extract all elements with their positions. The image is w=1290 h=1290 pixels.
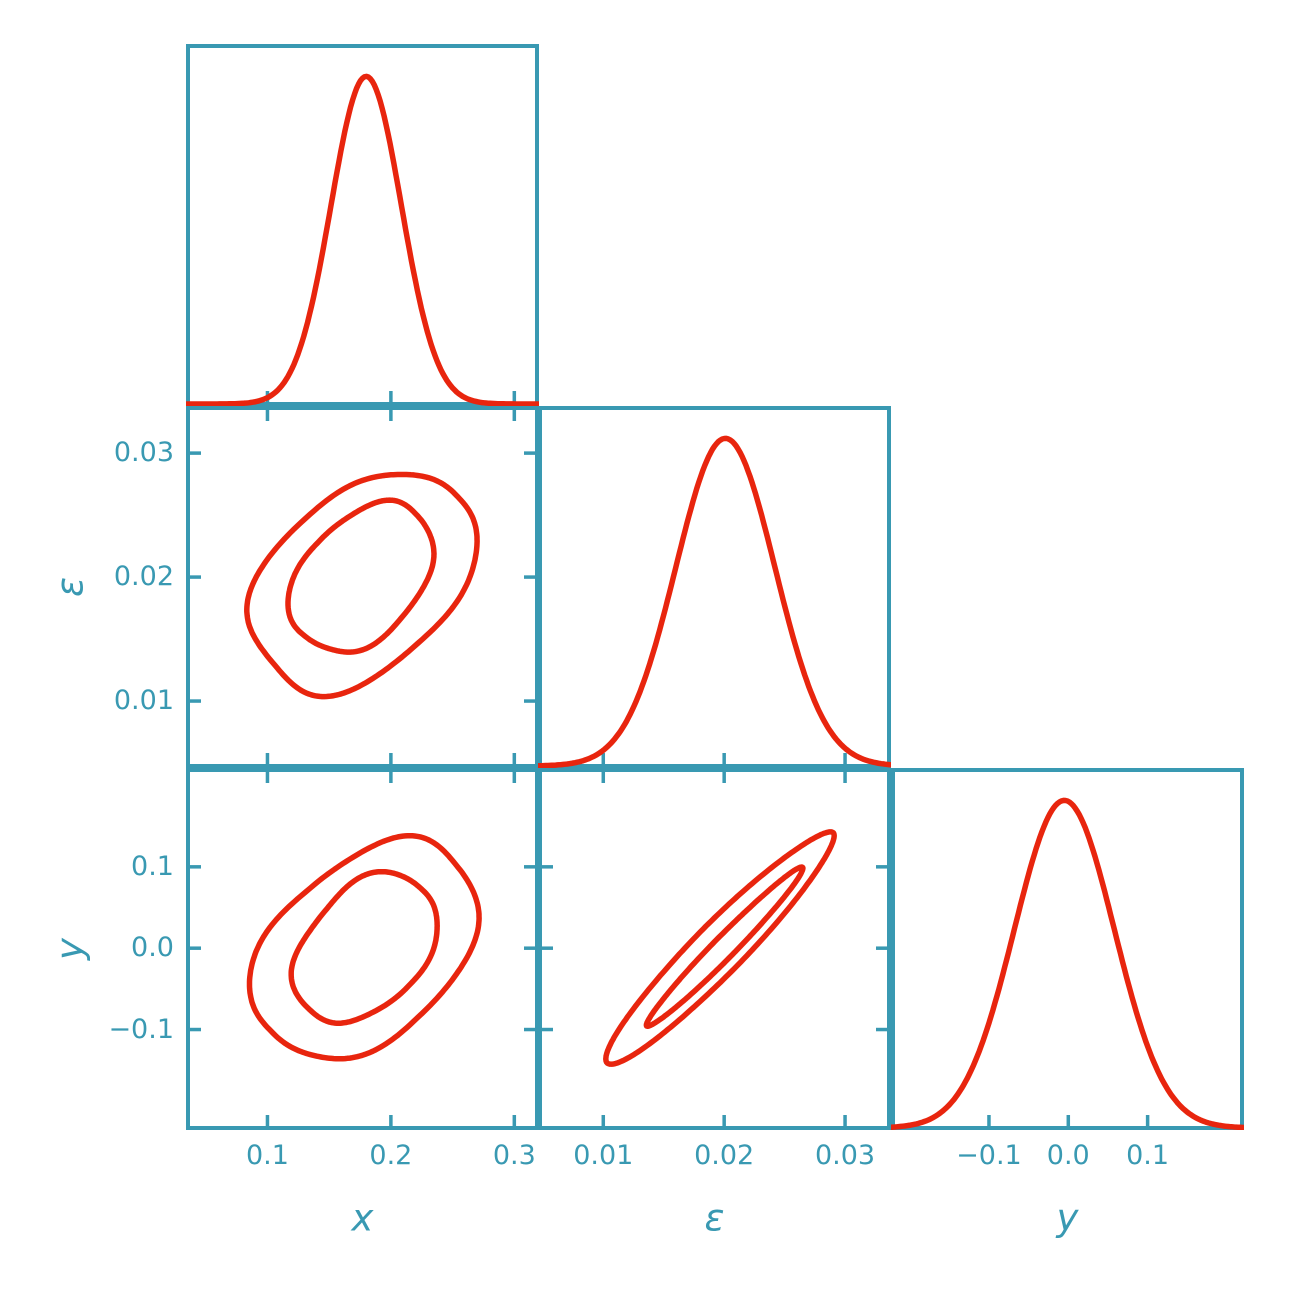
contour-outer-epsilon-y [603,829,837,1067]
y-axis-tick-label: 0.03 [113,437,174,469]
kde-curve-y [891,797,1244,1130]
x-axis-tick-label: 0.1 [245,1140,289,1171]
panel-frame [186,44,539,406]
x-axis-title-x: x [351,1196,374,1240]
x-axis-tick-label: 0.03 [814,1140,876,1171]
kde-curve-x [186,73,539,406]
x-axis-title-epsilon: ε [704,1196,725,1240]
panel-epsilon-y-joint [538,768,891,1130]
kde-curve-epsilon [538,435,891,768]
y-axis-tick-label: −0.1 [108,1013,174,1045]
y-axis-tick-label: 0.02 [113,561,174,593]
y-axis-title-y: y [48,938,92,960]
panel-frame [538,406,891,768]
panel-frame [186,768,539,1130]
panel-x-y-joint [186,768,539,1130]
x-axis-tick-label: 0.1 [1126,1140,1170,1171]
contour-inner-x-epsilon [285,497,437,655]
y-axis-title-epsilon: ε [48,577,92,597]
x-axis-tick-label: 0.01 [573,1140,634,1171]
x-axis-tick-label: 0.3 [492,1140,536,1171]
panel-frame [891,768,1244,1130]
panel-epsilon-marginal [538,406,891,768]
x-axis-title-y: y [1056,1196,1079,1240]
contour-inner-epsilon-y [643,864,806,1029]
panel-y-marginal [891,768,1244,1130]
x-axis-tick-label: 0.2 [369,1140,413,1171]
x-axis-tick-label: 0.02 [694,1140,755,1171]
panel-frame [538,768,891,1130]
y-axis-tick-label: 0.1 [131,850,174,882]
panel-x-epsilon-joint [186,406,539,768]
panel-x-marginal [186,44,539,406]
x-axis-tick-label: −0.1 [956,1140,1022,1171]
x-axis-tick-label: 0.0 [1046,1140,1090,1171]
y-axis-tick-label: 0.01 [113,685,174,717]
contour-inner-x-y [288,868,440,1026]
contour-outer-x-y [246,832,482,1062]
contour-outer-x-epsilon [244,471,480,700]
y-axis-tick-label: 0.0 [131,932,174,964]
panel-frame [186,406,539,768]
